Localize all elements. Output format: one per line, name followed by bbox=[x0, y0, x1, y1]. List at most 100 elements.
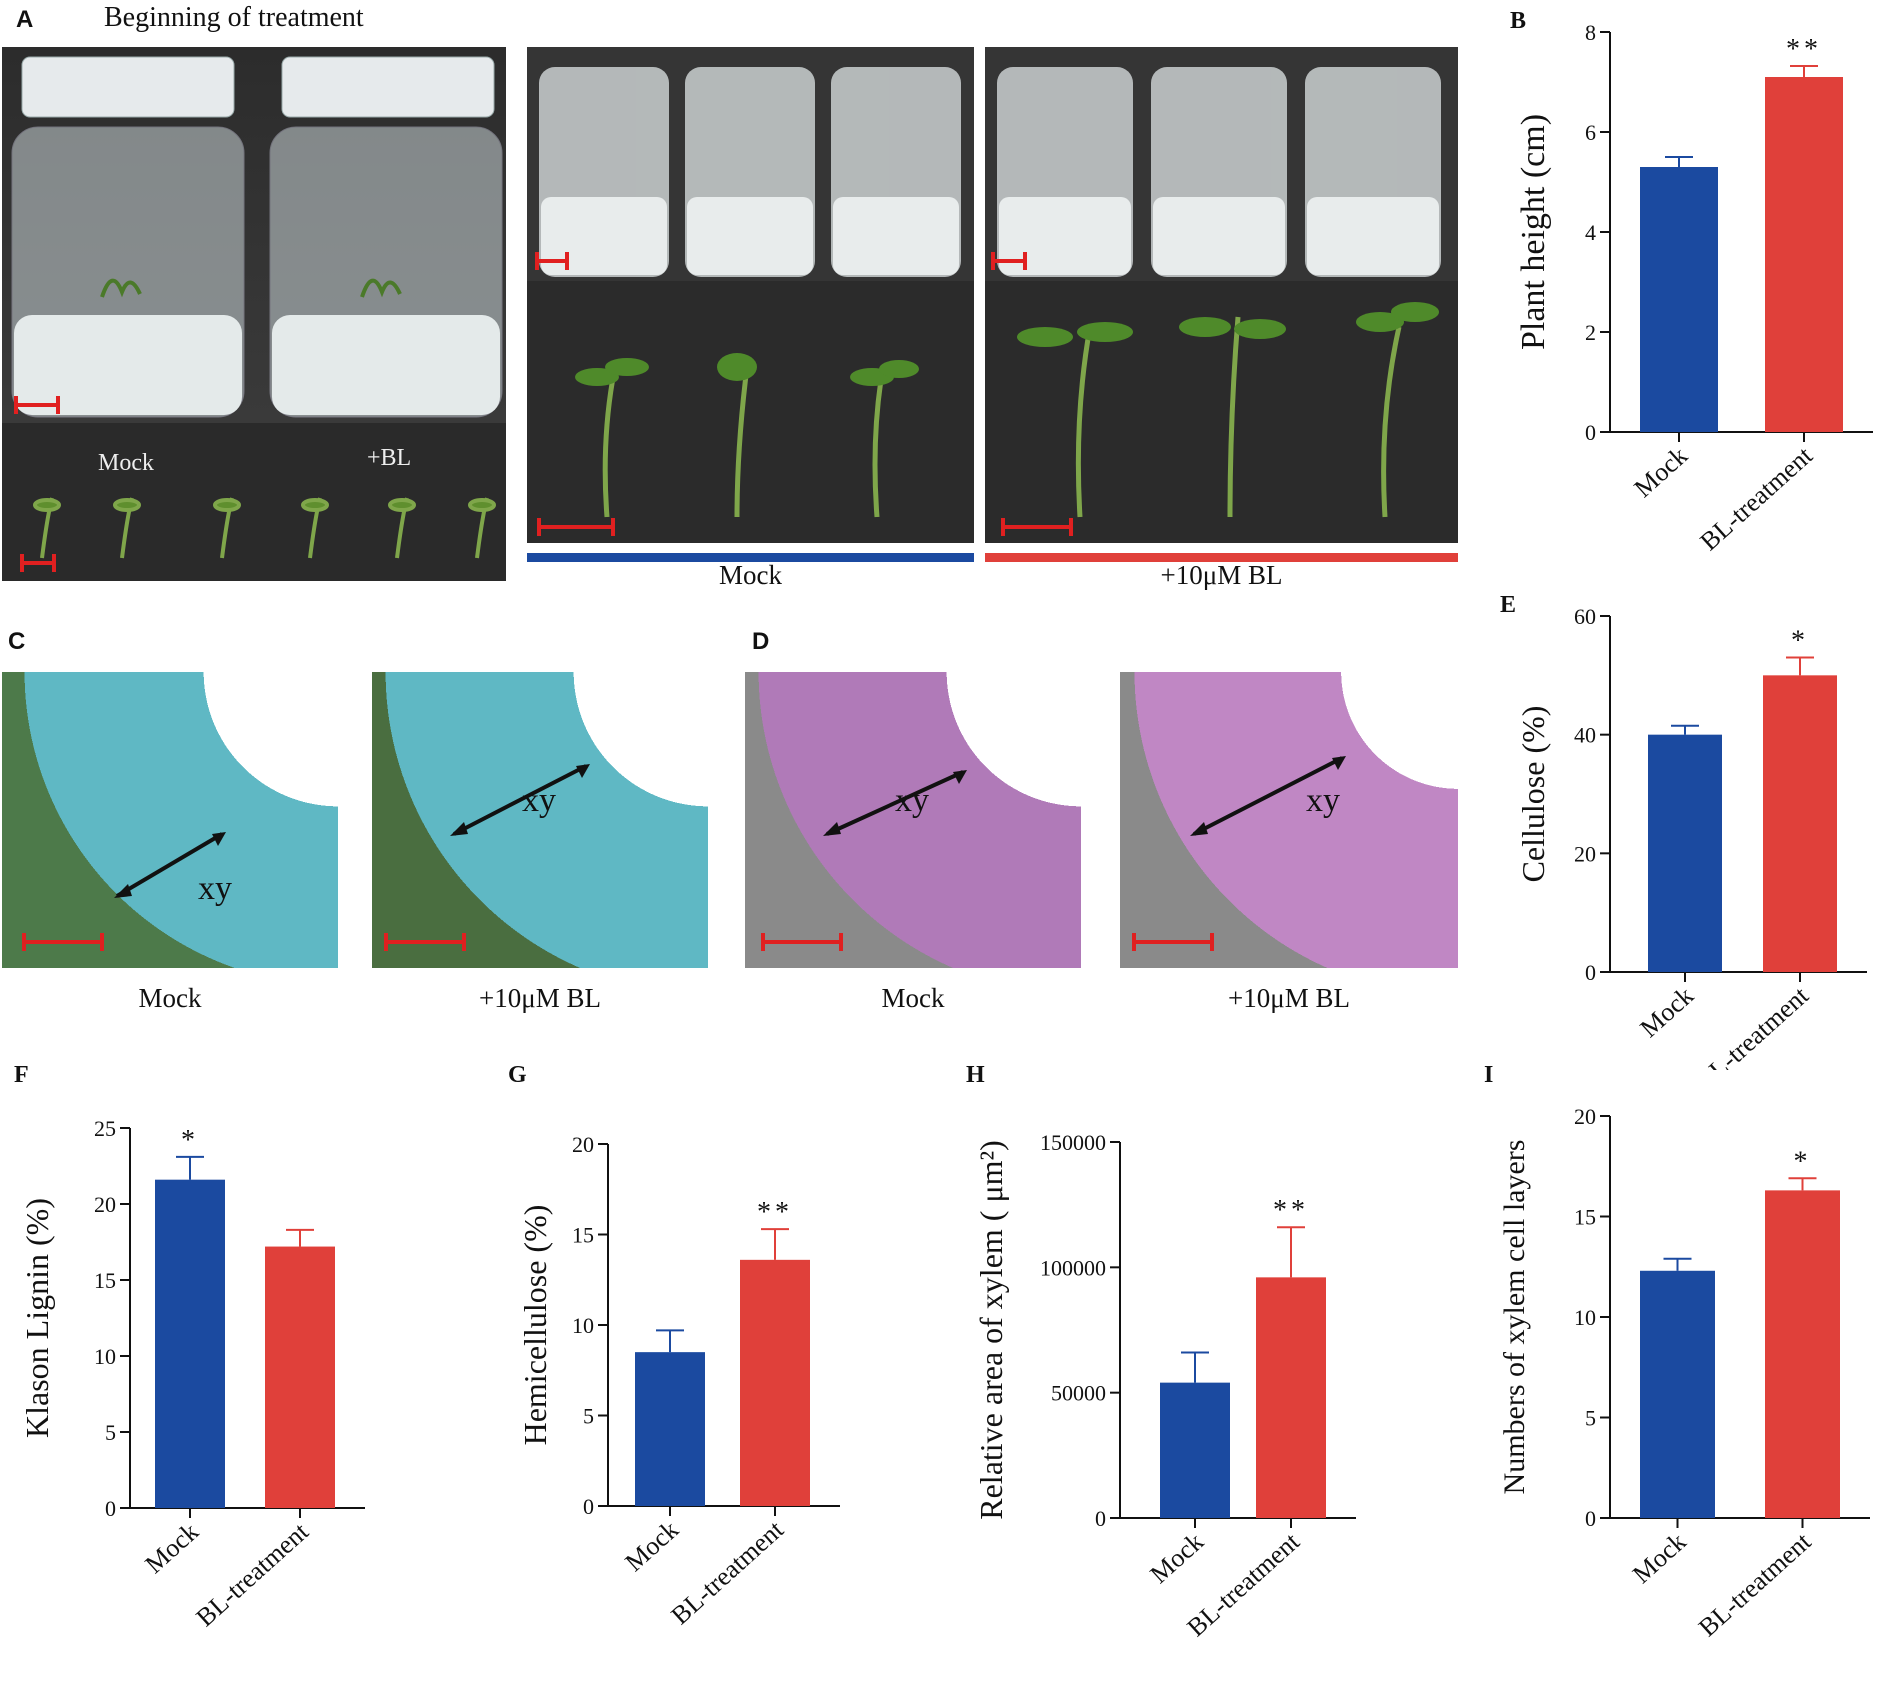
bar-bl-treatment bbox=[1765, 1190, 1840, 1518]
panel-a-heading: Beginning of treatment bbox=[104, 2, 364, 33]
mock-group-bar bbox=[527, 553, 974, 562]
photo-d-mock: xy bbox=[745, 672, 1081, 968]
x-tick-label: Mock bbox=[1629, 441, 1693, 503]
y-tick-label: 6 bbox=[1585, 120, 1596, 145]
panel-h-letter: H bbox=[966, 1062, 985, 1088]
y-tick-label: 0 bbox=[1585, 420, 1596, 445]
y-tick-label: 20 bbox=[1574, 841, 1596, 866]
y-tick-label: 0 bbox=[583, 1494, 594, 1519]
scale-bar bbox=[1132, 933, 1214, 951]
panel-a-letter: A bbox=[16, 6, 34, 33]
scale-bar bbox=[14, 396, 60, 414]
scale-bar bbox=[1001, 518, 1073, 536]
panel-c-letter: C bbox=[8, 628, 26, 655]
label-mock-initial: Mock bbox=[98, 450, 154, 476]
bar-mock bbox=[1648, 734, 1722, 972]
caption-d-mock: Mock bbox=[881, 983, 945, 1013]
photo-c-bl: xy bbox=[372, 672, 708, 968]
y-tick-label: 25 bbox=[94, 1116, 116, 1141]
significance-marker: ** bbox=[1273, 1195, 1309, 1226]
y-tick-label: 150000 bbox=[1040, 1130, 1106, 1155]
x-tick-label: Mock bbox=[620, 1515, 684, 1577]
chart-hemicellulose: G 0 5 10 15 20 Hemicellulose (%) Mock ** BL-treat… bbox=[508, 1062, 840, 1630]
xylem-marker: xy bbox=[1306, 782, 1340, 819]
photo-bl-plants bbox=[985, 47, 1458, 543]
significance-marker: ** bbox=[757, 1197, 793, 1228]
y-tick-label: 60 bbox=[1574, 604, 1596, 629]
panel-i-letter: I bbox=[1484, 1062, 1493, 1088]
bar-bl-treatment bbox=[1256, 1277, 1326, 1518]
y-axis-label: Klason Lignin (%) bbox=[19, 1198, 55, 1438]
y-tick-label: 0 bbox=[1585, 1506, 1596, 1531]
panel-b-letter: B bbox=[1510, 8, 1526, 34]
y-axis-label: Numbers of xylem cell layers bbox=[1498, 1140, 1531, 1495]
bl-group-bar bbox=[985, 553, 1458, 562]
significance-marker: * bbox=[181, 1125, 199, 1156]
bar-bl-treatment bbox=[1765, 77, 1843, 432]
y-tick-label: 0 bbox=[105, 1496, 116, 1521]
significance-marker: ** bbox=[1786, 34, 1822, 65]
scale-bar bbox=[537, 518, 615, 536]
x-tick-label: BL-treatment bbox=[1695, 440, 1819, 556]
y-tick-label: 100000 bbox=[1040, 1255, 1106, 1280]
mock-group-label: Mock bbox=[719, 560, 782, 590]
y-tick-label: 15 bbox=[94, 1268, 116, 1293]
y-tick-label: 0 bbox=[1095, 1506, 1106, 1531]
bar-bl-treatment bbox=[265, 1246, 335, 1508]
y-tick-label: 4 bbox=[1585, 220, 1596, 245]
xylem-marker: xy bbox=[198, 870, 232, 907]
photo-c-mock: xy bbox=[2, 672, 338, 968]
significance-marker: * bbox=[1794, 1146, 1812, 1177]
bar-mock bbox=[635, 1352, 705, 1506]
bl-group-label: +10μM BL bbox=[1160, 560, 1283, 590]
scale-bar bbox=[384, 933, 466, 951]
jar-mock bbox=[11, 56, 245, 418]
scale-bar bbox=[22, 933, 104, 951]
y-axis-label: Plant height (cm) bbox=[1515, 114, 1552, 350]
panel-f-letter: F bbox=[14, 1062, 29, 1088]
photo-initial-jars bbox=[2, 47, 506, 423]
y-axis-label: Cellulose (%) bbox=[1515, 706, 1551, 883]
photo-d-bl: xy bbox=[1120, 672, 1458, 968]
chart-klason-lignin: F 0 5 10 15 20 25 Klason Lignin (%) * MockBL-trea… bbox=[14, 1062, 365, 1632]
photo-mock-plants bbox=[527, 47, 974, 543]
significance-marker: * bbox=[1791, 626, 1809, 657]
y-tick-label: 50000 bbox=[1051, 1381, 1106, 1406]
panel-d-letter: D bbox=[752, 628, 770, 655]
y-tick-label: 10 bbox=[1574, 1305, 1596, 1330]
y-tick-label: 0 bbox=[1585, 960, 1596, 985]
y-tick-label: 15 bbox=[572, 1223, 594, 1248]
chart-xylem-layers: I 0 5 10 15 20 Numbers of xylem cell layers Moc… bbox=[1484, 1062, 1870, 1642]
bar-mock bbox=[1160, 1382, 1230, 1518]
scale-bar bbox=[20, 554, 56, 572]
x-tick-label: BL-treatment bbox=[191, 1516, 315, 1632]
y-axis-label: Relative area of xylem ( μm²) bbox=[973, 1140, 1009, 1519]
scale-bar bbox=[991, 252, 1027, 270]
y-tick-label: 2 bbox=[1585, 320, 1596, 345]
jar-bl bbox=[269, 56, 503, 418]
bar-mock bbox=[1640, 167, 1718, 432]
caption-c-mock: Mock bbox=[138, 983, 202, 1013]
xylem-marker: xy bbox=[895, 782, 929, 819]
y-tick-label: 15 bbox=[1574, 1205, 1596, 1230]
xylem-marker: xy bbox=[522, 782, 556, 819]
y-tick-label: 20 bbox=[1574, 1104, 1596, 1129]
y-tick-label: 5 bbox=[1585, 1406, 1596, 1431]
y-tick-label: 10 bbox=[572, 1313, 594, 1338]
panel-e-letter: E bbox=[1500, 592, 1516, 618]
label-bl-initial: +BL bbox=[367, 445, 412, 471]
bar-bl-treatment bbox=[1763, 675, 1837, 972]
caption-d-bl: +10μM BL bbox=[1228, 983, 1350, 1013]
scale-bar bbox=[761, 933, 843, 951]
chart-xylem-area: H 0 50000 100000 150000 Relative area of xyle… bbox=[966, 1062, 1356, 1642]
x-tick-label: Mock bbox=[140, 1517, 204, 1579]
y-tick-label: 8 bbox=[1585, 20, 1596, 45]
y-tick-label: 20 bbox=[94, 1192, 116, 1217]
x-tick-label: Mock bbox=[1635, 981, 1699, 1043]
caption-c-bl: +10μM BL bbox=[479, 983, 601, 1013]
y-tick-label: 20 bbox=[572, 1132, 594, 1157]
panel-g-letter: G bbox=[508, 1062, 527, 1088]
y-axis-label: Hemicellulose (%) bbox=[517, 1205, 553, 1446]
y-tick-label: 5 bbox=[583, 1404, 594, 1429]
